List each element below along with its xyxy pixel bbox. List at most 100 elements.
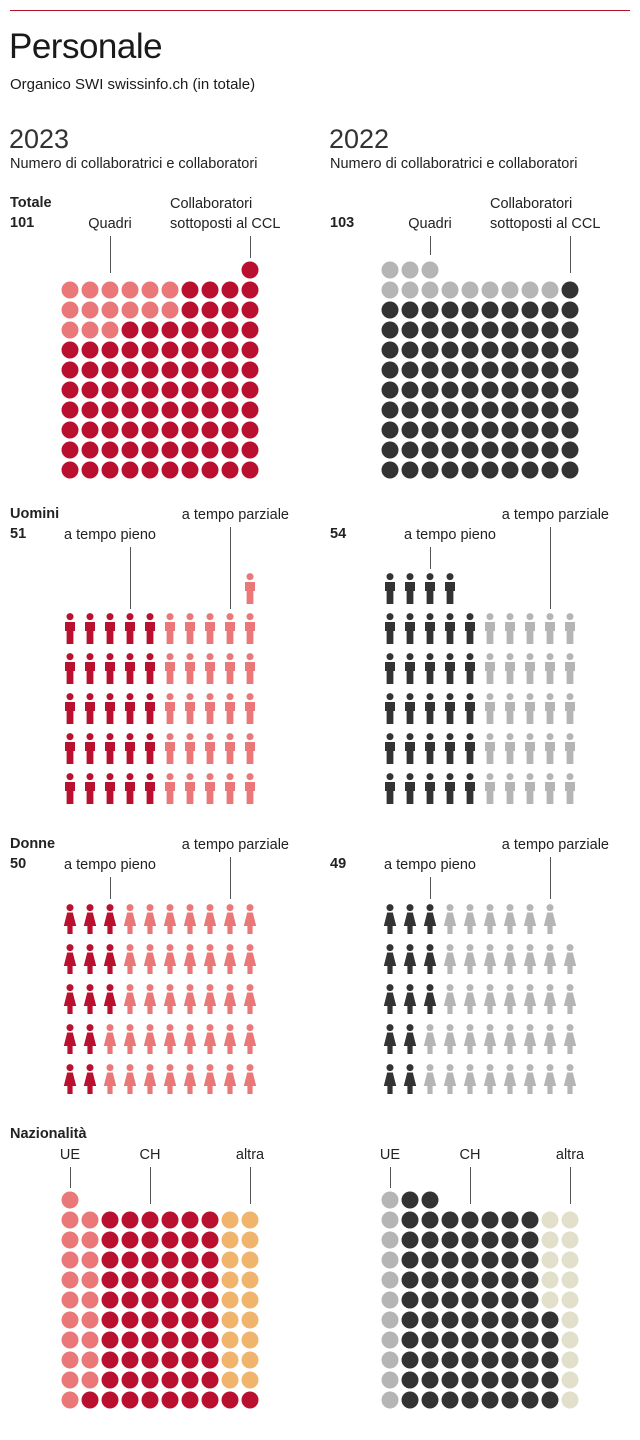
- waffle-mark-ch: [521, 1371, 539, 1389]
- annotation-ch-2023: CH: [139, 1147, 161, 1163]
- waffle-mark-altra: [221, 1231, 239, 1249]
- waffle-mark-a-tempo-parziale: [503, 944, 517, 974]
- waffle-mark-collaboratori-sottoposti-al-ccl: [201, 381, 219, 399]
- waffle-mark-ue: [381, 1331, 399, 1349]
- waffle-mark-collaboratori-sottoposti-al-ccl: [141, 321, 159, 339]
- waffle-mark-ue: [81, 1371, 99, 1389]
- waffle-mark-collaboratori-sottoposti-al-ccl: [201, 301, 219, 319]
- waffle-mark-ch: [141, 1291, 159, 1309]
- waffle-mark-ch: [181, 1291, 199, 1309]
- waffle-mark-ch: [521, 1351, 539, 1369]
- waffle-mark-a-tempo-parziale: [485, 733, 495, 764]
- waffle-mark-collaboratori-sottoposti-al-ccl: [441, 401, 459, 419]
- waffle-mark-collaboratori-sottoposti-al-ccl: [381, 341, 399, 359]
- waffle-mark-altra: [221, 1211, 239, 1229]
- waffle-mark-a-tempo-parziale: [123, 1064, 137, 1094]
- page-subtitle: Organico SWI swissinfo.ch (in totale): [10, 76, 256, 93]
- waffle-mark-a-tempo-pieno: [425, 573, 435, 604]
- waffle-mark-collaboratori-sottoposti-al-ccl: [461, 421, 479, 439]
- waffle-totale-2023: [61, 261, 259, 479]
- waffle-mark-ch: [81, 1391, 99, 1409]
- waffle-mark-ch: [521, 1231, 539, 1249]
- waffle-mark-a-tempo-parziale: [185, 733, 195, 764]
- waffle-mark-ch: [501, 1291, 519, 1309]
- total-count-2023: 101: [10, 215, 35, 231]
- waffle-mark-collaboratori-sottoposti-al-ccl: [61, 421, 79, 439]
- waffle-mark-a-tempo-parziale: [525, 773, 535, 804]
- waffle-mark-a-tempo-parziale: [123, 904, 137, 934]
- waffle-mark-a-tempo-parziale: [463, 904, 477, 934]
- waffle-mark-ch: [121, 1231, 139, 1249]
- waffle-uomini-2023: [65, 573, 255, 804]
- waffle-mark-collaboratori-sottoposti-al-ccl: [201, 361, 219, 379]
- leader-uomini-parziale-2023: [230, 527, 231, 609]
- waffle-mark-collaboratori-sottoposti-al-ccl: [441, 321, 459, 339]
- annotation-uomini-pieno-2022: a tempo pieno: [404, 527, 496, 543]
- waffle-mark-collaboratori-sottoposti-al-ccl: [161, 401, 179, 419]
- waffle-mark-collaboratori-sottoposti-al-ccl: [101, 461, 119, 479]
- waffle-mark-collaboratori-sottoposti-al-ccl: [101, 341, 119, 359]
- waffle-mark-a-tempo-parziale: [525, 693, 535, 724]
- waffle-mark-altra: [221, 1351, 239, 1369]
- annotation-altra-2022: altra: [555, 1147, 585, 1163]
- waffle-mark-ch: [141, 1371, 159, 1389]
- waffle-mark-a-tempo-pieno: [83, 944, 97, 974]
- waffle-mark-ch: [481, 1231, 499, 1249]
- waffle-mark-a-tempo-parziale: [245, 573, 255, 604]
- waffle-mark-ch: [241, 1391, 259, 1409]
- waffle-mark-altra: [221, 1291, 239, 1309]
- waffle-mark-quadri: [381, 261, 399, 279]
- waffle-mark-ch: [201, 1331, 219, 1349]
- annotation-donne-pieno-2023: a tempo pieno: [64, 857, 156, 873]
- waffle-mark-collaboratori-sottoposti-al-ccl: [481, 301, 499, 319]
- waffle-mark-collaboratori-sottoposti-al-ccl: [461, 441, 479, 459]
- waffle-mark-ch: [461, 1271, 479, 1289]
- waffle-mark-a-tempo-parziale: [505, 653, 515, 684]
- waffle-mark-a-tempo-pieno: [83, 1064, 97, 1094]
- total-count-2022: 103: [330, 215, 355, 231]
- waffle-mark-quadri: [61, 321, 79, 339]
- waffle-mark-a-tempo-pieno: [65, 773, 75, 804]
- waffle-mark-collaboratori-sottoposti-al-ccl: [561, 301, 579, 319]
- waffle-mark-a-tempo-parziale: [543, 944, 557, 974]
- waffle-mark-ch: [481, 1351, 499, 1369]
- waffle-mark-a-tempo-pieno: [125, 733, 135, 764]
- waffle-mark-a-tempo-pieno: [385, 693, 395, 724]
- waffle-mark-altra: [221, 1331, 239, 1349]
- waffle-mark-collaboratori-sottoposti-al-ccl: [201, 401, 219, 419]
- waffle-mark-a-tempo-pieno: [445, 733, 455, 764]
- waffle-mark-a-tempo-pieno: [385, 613, 395, 644]
- waffle-mark-a-tempo-parziale: [123, 944, 137, 974]
- leader-uomini-pieno-2023: [130, 547, 131, 609]
- waffle-mark-a-tempo-parziale: [543, 904, 557, 934]
- leader-uomini-parziale-2022: [550, 527, 551, 609]
- waffle-mark-collaboratori-sottoposti-al-ccl: [481, 361, 499, 379]
- waffle-mark-collaboratori-sottoposti-al-ccl: [181, 361, 199, 379]
- waffle-mark-a-tempo-pieno: [145, 613, 155, 644]
- waffle-mark-a-tempo-pieno: [383, 1064, 397, 1094]
- waffle-mark-ch: [401, 1351, 419, 1369]
- waffle-mark-ch: [441, 1271, 459, 1289]
- waffle-mark-a-tempo-pieno: [403, 1024, 417, 1054]
- waffle-mark-a-tempo-parziale: [165, 653, 175, 684]
- waffle-mark-ch: [421, 1251, 439, 1269]
- waffle-mark-a-tempo-pieno: [405, 573, 415, 604]
- waffle-mark-ue: [381, 1351, 399, 1369]
- waffle-mark-a-tempo-pieno: [425, 693, 435, 724]
- waffle-mark-collaboratori-sottoposti-al-ccl: [501, 381, 519, 399]
- waffle-mark-ch: [181, 1371, 199, 1389]
- waffle-mark-a-tempo-parziale: [223, 1064, 237, 1094]
- annotation-uomini-pieno-2023: a tempo pieno: [64, 527, 156, 543]
- waffle-mark-a-tempo-pieno: [385, 573, 395, 604]
- waffle-mark-ch: [161, 1391, 179, 1409]
- waffle-mark-a-tempo-pieno: [105, 733, 115, 764]
- waffle-mark-a-tempo-parziale: [443, 904, 457, 934]
- waffle-mark-a-tempo-parziale: [545, 733, 555, 764]
- waffle-mark-a-tempo-pieno: [63, 944, 77, 974]
- waffle-mark-collaboratori-sottoposti-al-ccl: [381, 401, 399, 419]
- waffle-mark-ue: [81, 1211, 99, 1229]
- waffle-mark-ch: [521, 1311, 539, 1329]
- waffle-mark-collaboratori-sottoposti-al-ccl: [241, 341, 259, 359]
- waffle-mark-ch: [101, 1231, 119, 1249]
- waffle-mark-ch: [481, 1211, 499, 1229]
